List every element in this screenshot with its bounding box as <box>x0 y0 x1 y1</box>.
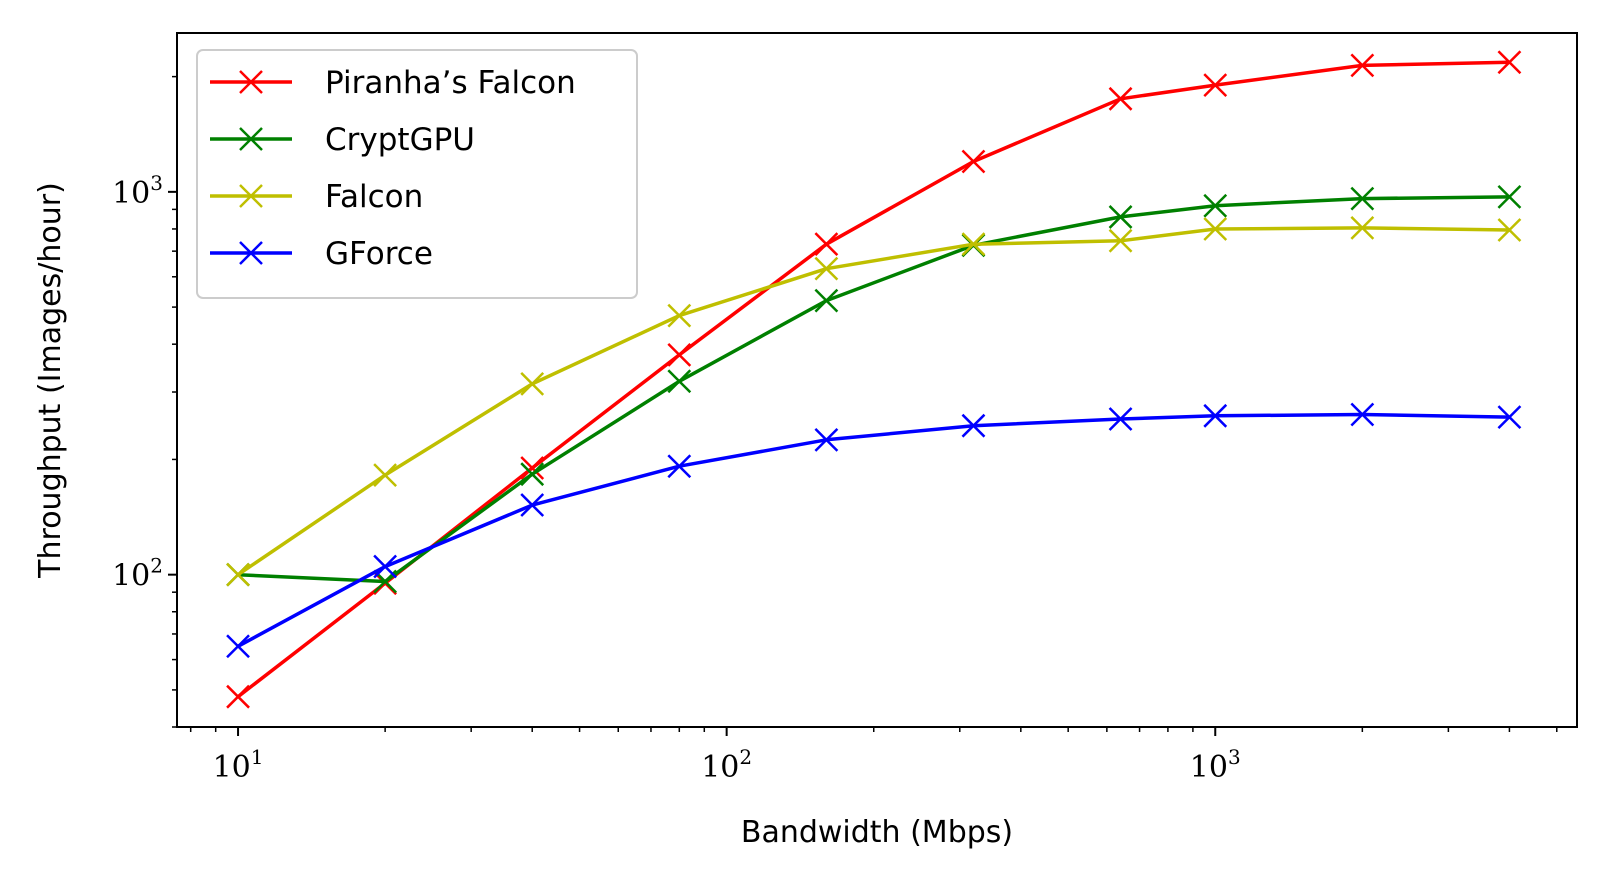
data-point-gforce <box>961 413 986 438</box>
plot-frame <box>176 32 1578 728</box>
data-point-gforce <box>373 554 398 579</box>
x-axis-label: Bandwidth (Mbps) <box>741 815 1013 850</box>
x-tick-label: 101 <box>213 745 264 785</box>
data-point-piranha-s-falcon <box>667 343 692 367</box>
legend-item-gforce: GForce <box>210 236 433 272</box>
series-line-falcon <box>237 226 1510 577</box>
legend-label-falcon: Falcon <box>325 179 423 215</box>
y-axis-label: Throughput (Images/hour) <box>33 182 68 579</box>
x-axis: 101 102 103 <box>189 727 1558 785</box>
legend-marker-cryptgpu <box>239 127 263 151</box>
x-tick-label: 103 <box>1190 745 1241 785</box>
data-point-piranha-s-falcon <box>1108 86 1133 111</box>
data-point-falcon <box>1108 228 1133 253</box>
legend-item-piranha-s-falcon: Piranha’s Falcon <box>210 65 576 101</box>
legend-label-gforce: GForce <box>325 236 433 272</box>
series-line-piranha-s-falcon <box>236 60 1510 699</box>
data-point-gforce <box>814 427 839 452</box>
series-line-gforce <box>237 412 1510 648</box>
legend-marker-gforce <box>239 241 263 265</box>
data-point-gforce <box>1350 402 1375 427</box>
data-point-cryptgpu <box>1350 186 1375 211</box>
data-point-gforce <box>226 634 250 659</box>
legend-label-cryptgpu: CryptGPU <box>325 122 475 158</box>
data-point-falcon <box>373 463 398 487</box>
data-point-falcon <box>1350 216 1375 240</box>
data-point-cryptgpu <box>1497 185 1522 209</box>
data-point-gforce <box>667 454 692 479</box>
data-point-piranha-s-falcon <box>1497 50 1522 75</box>
data-point-cryptgpu <box>814 288 839 313</box>
data-point-piranha-s-falcon <box>1350 53 1375 78</box>
y-tick-label: 102 <box>112 554 163 594</box>
data-point-falcon <box>961 232 986 257</box>
y-axis: 102 103 <box>112 75 177 728</box>
data-point-falcon <box>226 562 250 587</box>
data-point-gforce <box>1203 403 1228 428</box>
data-point-piranha-s-falcon <box>226 684 250 709</box>
data-point-cryptgpu <box>1108 205 1133 229</box>
legend-item-falcon: Falcon <box>210 179 423 215</box>
data-point-falcon <box>814 256 839 281</box>
data-point-piranha-s-falcon <box>1203 73 1228 98</box>
data-point-falcon <box>1497 218 1522 242</box>
data-point-cryptgpu <box>520 462 545 487</box>
data-point-cryptgpu <box>667 369 692 394</box>
legend-marker-piranha-s-falcon <box>239 70 263 94</box>
data-point-piranha-s-falcon <box>961 149 986 174</box>
data-point-cryptgpu <box>1203 193 1228 218</box>
data-point-gforce <box>520 493 545 517</box>
legend-box <box>196 49 638 299</box>
plot-area <box>226 50 1522 709</box>
data-point-piranha-s-falcon <box>814 232 839 257</box>
x-tick-label: 102 <box>701 745 752 785</box>
data-point-gforce <box>1108 407 1133 431</box>
data-point-falcon <box>1203 217 1228 241</box>
series-gforce <box>226 402 1522 659</box>
data-point-falcon <box>520 372 545 396</box>
data-point-piranha-s-falcon <box>520 456 545 480</box>
legend-label-piranha-s-falcon: Piranha’s Falcon <box>325 65 576 101</box>
legend-item-cryptgpu: CryptGPU <box>210 122 475 158</box>
series-falcon <box>226 216 1522 587</box>
data-point-gforce <box>1497 405 1522 429</box>
data-point-falcon <box>667 303 692 328</box>
legend: Piranha’s Falcon CryptGPU Falcon GForce <box>196 49 638 299</box>
series-line-cryptgpu <box>237 195 1510 584</box>
y-tick-label: 103 <box>112 171 163 211</box>
legend-marker-falcon <box>239 184 263 208</box>
